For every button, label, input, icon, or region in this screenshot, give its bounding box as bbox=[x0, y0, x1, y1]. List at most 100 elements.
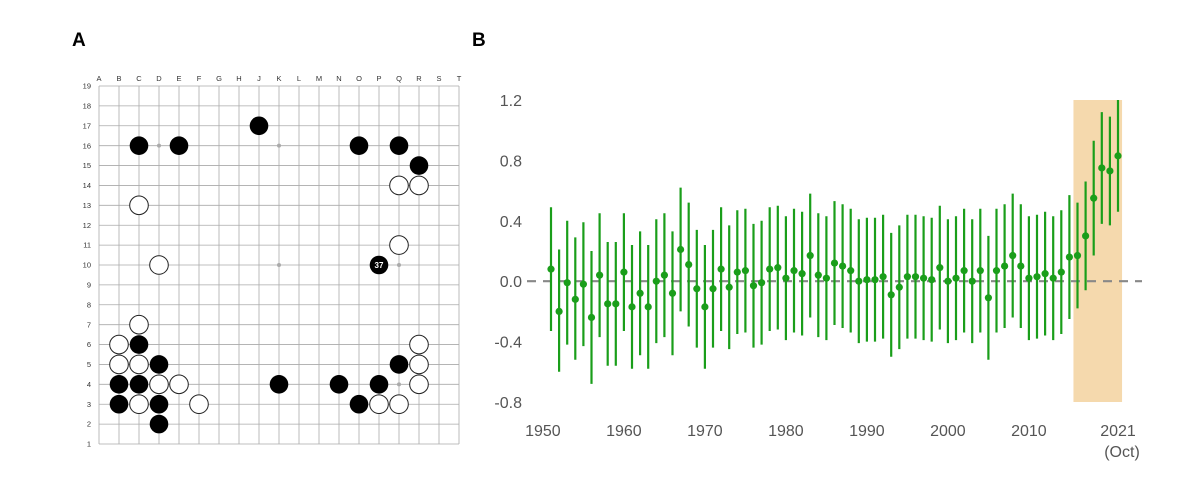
data-point bbox=[879, 273, 887, 281]
data-point bbox=[976, 267, 984, 275]
data-point bbox=[944, 277, 952, 285]
white-stone bbox=[149, 255, 169, 275]
data-point bbox=[855, 277, 863, 285]
data-point bbox=[1057, 268, 1065, 276]
data-point bbox=[709, 285, 717, 293]
black-stone bbox=[109, 375, 129, 394]
data-point bbox=[677, 245, 685, 254]
data-point bbox=[547, 265, 555, 273]
white-stone bbox=[369, 394, 389, 415]
black-stone bbox=[349, 394, 369, 414]
board-row-label: 1 bbox=[87, 440, 91, 449]
data-point bbox=[733, 268, 741, 276]
board-column-label: T bbox=[457, 74, 462, 83]
black-stone bbox=[129, 375, 149, 394]
black-stone bbox=[149, 394, 169, 414]
data-point bbox=[952, 274, 960, 282]
board-row-label: 2 bbox=[87, 420, 91, 429]
data-point bbox=[587, 313, 596, 322]
data-point bbox=[911, 273, 920, 281]
data-point bbox=[830, 259, 839, 267]
data-point bbox=[628, 303, 636, 311]
data-point bbox=[903, 273, 912, 281]
data-point bbox=[693, 285, 701, 293]
data-point bbox=[992, 267, 1001, 275]
white-stone bbox=[389, 175, 409, 196]
white-stone bbox=[409, 354, 429, 375]
data-point bbox=[701, 303, 709, 311]
data-point bbox=[604, 300, 612, 308]
board-column-label: J bbox=[257, 74, 261, 83]
data-point bbox=[814, 271, 822, 279]
x-tick-label: 1980 bbox=[768, 423, 804, 440]
white-stone bbox=[129, 195, 149, 216]
board-row-label: 17 bbox=[83, 121, 91, 130]
black-stone bbox=[129, 335, 149, 354]
white-stone bbox=[389, 235, 409, 255]
data-point bbox=[1106, 167, 1114, 175]
data-point bbox=[1017, 262, 1025, 270]
white-stone bbox=[129, 394, 149, 415]
x-tick-label: 1970 bbox=[687, 423, 723, 440]
board-star-point bbox=[277, 263, 281, 267]
board-row-label: 13 bbox=[83, 201, 91, 210]
y-tick-label: -0.8 bbox=[494, 395, 522, 412]
panel-label-b: B bbox=[472, 30, 486, 51]
data-point bbox=[563, 279, 571, 287]
data-point bbox=[895, 283, 903, 291]
data-point bbox=[725, 283, 733, 291]
board-row-label: 8 bbox=[87, 300, 91, 309]
data-point bbox=[1033, 273, 1041, 281]
y-tick-label: -0.4 bbox=[494, 335, 522, 352]
data-point bbox=[644, 303, 652, 311]
board-column-label: Q bbox=[396, 74, 402, 83]
white-stone bbox=[409, 334, 429, 355]
black-stone bbox=[389, 355, 409, 374]
board-column-label: D bbox=[156, 74, 162, 83]
data-point bbox=[555, 307, 563, 315]
board-row-label: 18 bbox=[83, 101, 91, 110]
board-row-label: 15 bbox=[83, 161, 91, 170]
board-column-label: B bbox=[116, 74, 121, 83]
x-tick-label: 2000 bbox=[930, 423, 966, 440]
white-stone bbox=[169, 374, 189, 395]
black-stone bbox=[349, 136, 369, 155]
data-point bbox=[847, 267, 855, 275]
data-point bbox=[1090, 194, 1098, 202]
x-tick-label: 2010 bbox=[1011, 423, 1047, 440]
data-point bbox=[1041, 270, 1049, 278]
board-row-label: 10 bbox=[83, 261, 91, 270]
data-point bbox=[660, 271, 669, 279]
black-stone bbox=[249, 116, 269, 136]
data-point bbox=[782, 274, 790, 282]
white-stone bbox=[189, 394, 209, 415]
board-column-label: L bbox=[297, 74, 301, 83]
black-stone bbox=[129, 136, 149, 155]
data-point bbox=[1073, 251, 1082, 260]
data-point bbox=[717, 265, 725, 273]
data-point bbox=[968, 277, 976, 285]
data-point bbox=[863, 276, 871, 284]
white-stone bbox=[409, 374, 429, 395]
board-row-label: 14 bbox=[83, 181, 91, 190]
board-star-point bbox=[397, 382, 401, 387]
white-stone bbox=[109, 354, 129, 375]
data-point bbox=[928, 276, 936, 284]
data-point bbox=[620, 268, 628, 276]
data-point bbox=[749, 282, 758, 290]
data-point bbox=[1082, 232, 1090, 240]
board-star-point bbox=[397, 263, 401, 267]
data-point bbox=[1001, 262, 1009, 270]
data-point bbox=[1009, 251, 1017, 260]
data-point bbox=[1098, 164, 1106, 172]
board-row-label: 7 bbox=[87, 320, 91, 329]
black-stone bbox=[149, 355, 169, 374]
board-column-label: N bbox=[336, 74, 341, 83]
board-column-label: A bbox=[96, 74, 101, 83]
board-column-label: M bbox=[316, 74, 322, 83]
y-tick-label: 0.4 bbox=[500, 214, 522, 231]
data-point bbox=[636, 289, 644, 297]
panel-label-a: A bbox=[72, 30, 86, 51]
data-point bbox=[758, 279, 766, 287]
data-point bbox=[839, 262, 847, 270]
